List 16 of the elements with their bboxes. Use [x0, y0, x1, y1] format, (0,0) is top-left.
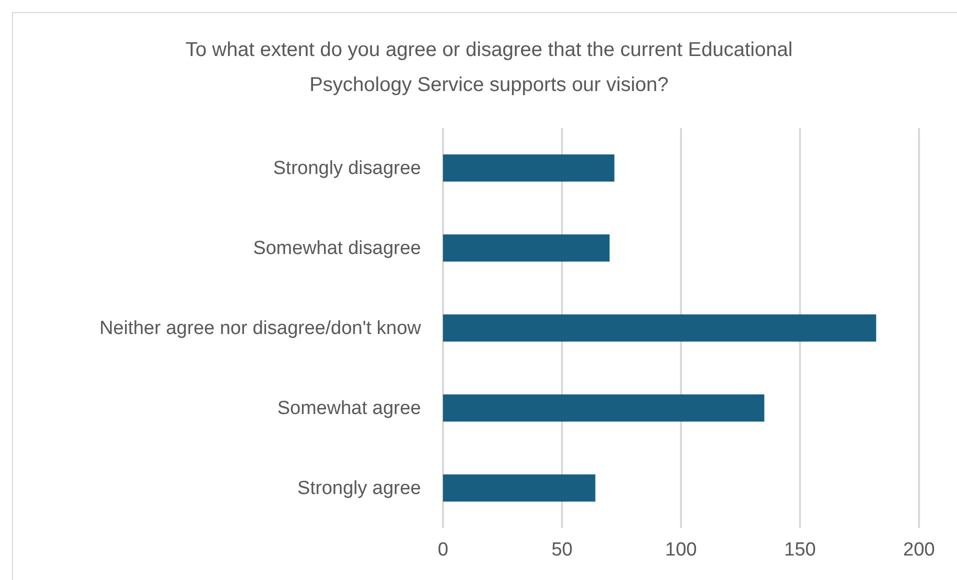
- y-tick-label: Neither agree nor disagree/don't know: [99, 318, 422, 340]
- bar: [443, 154, 614, 182]
- x-tick-label: 150: [784, 539, 816, 560]
- x-tick-label: 100: [665, 539, 697, 560]
- chart-title: To what extent do you agree or disagree that the current Educational Psychology Service supports our vision?: [185, 39, 793, 96]
- y-tick-label: Strongly disagree: [273, 158, 421, 180]
- bar: [443, 234, 610, 262]
- x-tick-label: 0: [438, 539, 448, 560]
- bar: [443, 394, 764, 422]
- bar: [443, 474, 596, 502]
- x-tick-label: 200: [903, 539, 935, 560]
- bar: [443, 314, 876, 342]
- y-tick-label: Somewhat disagree: [253, 238, 421, 260]
- y-tick-label: Somewhat agree: [277, 398, 421, 420]
- x-tick-label: 50: [551, 539, 573, 560]
- y-tick-label: Strongly agree: [297, 478, 421, 500]
